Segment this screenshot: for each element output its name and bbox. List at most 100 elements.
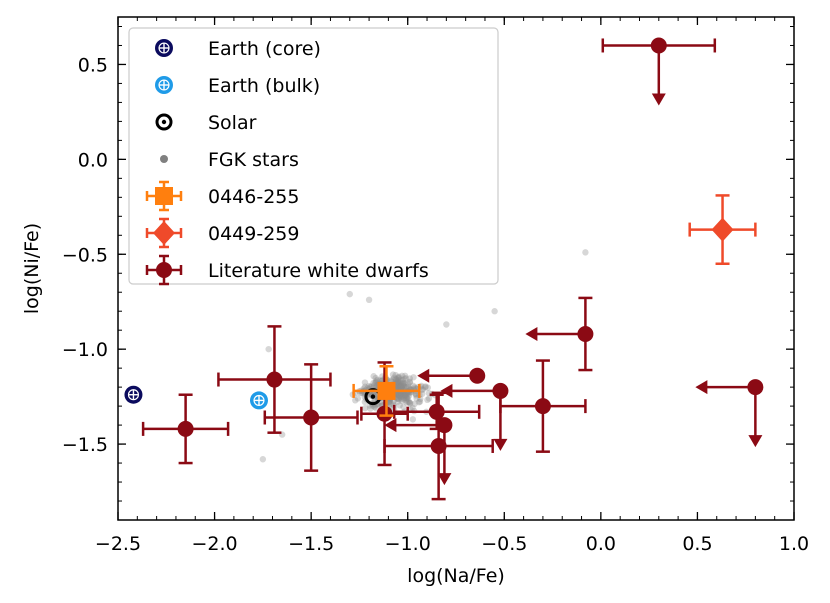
fgk-star-point xyxy=(400,394,407,401)
fgk-star-point xyxy=(395,374,402,381)
fgk-star-point xyxy=(400,396,407,403)
legend-label: FGK stars xyxy=(208,149,299,171)
fgk-star-point xyxy=(372,374,379,382)
fgk-star-point xyxy=(418,390,426,398)
fgk-star-point xyxy=(400,391,407,398)
literature-wd-marker xyxy=(436,417,453,434)
fgk-star-point xyxy=(394,378,401,386)
earth-ring xyxy=(253,394,265,406)
legend-circle xyxy=(156,262,172,278)
fgk-star-point xyxy=(399,381,407,388)
literature-wd-marker xyxy=(430,437,447,454)
legend-item: 0446-255 xyxy=(145,180,299,212)
fgk-star-point xyxy=(397,391,405,398)
y-tick-label: −0.5 xyxy=(62,244,108,266)
fgk-star-point xyxy=(411,400,418,408)
fgk-star-point xyxy=(395,374,402,382)
fgk-star-point xyxy=(582,249,589,256)
solar-ring xyxy=(155,113,173,131)
literature-wd-marker xyxy=(376,405,393,422)
literature-wd-point xyxy=(141,393,230,465)
fgk-star-point xyxy=(396,382,404,390)
x-tick-label: 0.0 xyxy=(586,533,616,555)
legend-label: Earth (bulk) xyxy=(208,75,320,97)
legend: Earth (core) Earth (bulk) Solar FGK stars 04… xyxy=(128,27,499,286)
fgk-star-point xyxy=(402,374,410,382)
arrow-head xyxy=(525,326,538,341)
fgk-star-point xyxy=(391,374,398,381)
literature-wd-marker xyxy=(492,382,509,399)
legend-square xyxy=(155,187,173,205)
arrow-head xyxy=(748,435,763,448)
fgk-star-point xyxy=(404,393,411,400)
literature-wd-point xyxy=(417,367,486,384)
fgk-star-point xyxy=(411,384,418,391)
x-tick-label: −1.0 xyxy=(385,533,431,555)
literature-wd-marker xyxy=(469,367,486,384)
legend-label: 0446-255 xyxy=(208,186,299,208)
fgk-star-point xyxy=(406,375,413,382)
fgk-star-point xyxy=(394,380,402,387)
fgk-star-point xyxy=(394,377,402,385)
fgk-star-point xyxy=(394,381,402,388)
fgk-star-point xyxy=(392,371,399,379)
fgk-star-point xyxy=(397,384,404,392)
arrow-head xyxy=(651,93,666,106)
fgk-star-point xyxy=(404,383,411,391)
fgk-star-point xyxy=(404,395,411,402)
fgk-star-point xyxy=(397,394,404,401)
legend-box xyxy=(128,27,499,285)
fgk-star-point xyxy=(259,456,267,463)
fgk-star-point xyxy=(367,405,374,412)
literature-wd-point xyxy=(383,391,494,501)
fgk-star-point xyxy=(402,397,410,404)
fgk-star-point xyxy=(398,390,405,398)
fgk-star-point xyxy=(443,321,450,328)
fgk-star-point xyxy=(393,381,401,388)
fgk-star-point xyxy=(406,398,413,406)
fgk-star-point xyxy=(394,391,401,398)
x-tick-label: −1.5 xyxy=(288,533,334,555)
fgk-star-point xyxy=(399,379,407,386)
fgk-star-point xyxy=(361,379,369,386)
literature-wd-point xyxy=(601,37,717,106)
fgk-star-point xyxy=(399,382,406,390)
data-marks-layer xyxy=(124,37,764,501)
legend-label: Solar xyxy=(208,112,257,134)
fgk-star-point xyxy=(352,397,359,404)
fgk-star-point xyxy=(491,308,498,315)
x-tick-label: 1.0 xyxy=(779,533,809,555)
fgk-star-point xyxy=(374,376,381,384)
fgk-star-point xyxy=(409,404,416,412)
fgk-star-point xyxy=(398,382,405,389)
fgk-star-point xyxy=(392,375,400,383)
x-axis-title: log(Na/Fe) xyxy=(407,565,505,587)
legend-item: FGK stars xyxy=(160,149,299,171)
literature-wd-marker xyxy=(577,325,594,342)
literature-wd-marker xyxy=(177,420,194,437)
arrow-head xyxy=(493,438,508,451)
fgk-star-point xyxy=(401,372,409,380)
fgk-star-point xyxy=(416,398,424,405)
legend-item: Literature white dwarfs xyxy=(145,254,429,286)
fgk-star-point xyxy=(365,296,373,304)
fgk-star-point xyxy=(415,398,423,406)
y-axis-title: log(Ni/Fe) xyxy=(21,223,43,314)
x-tick-label: −2.0 xyxy=(192,533,238,555)
fgk-star-point xyxy=(402,393,409,400)
fgk-star-point xyxy=(400,383,408,390)
fgk-star-point xyxy=(394,391,402,399)
fgk-star-point xyxy=(398,379,405,387)
legend-item: Earth (bulk) xyxy=(155,75,320,97)
fgk-star-point xyxy=(398,383,405,391)
fgk-star-point xyxy=(405,384,412,391)
earth-ring xyxy=(127,389,140,401)
arrow-head xyxy=(384,418,397,433)
fgk-star-point xyxy=(361,383,369,390)
fgk-star-point xyxy=(406,378,414,385)
literature-wd-marker xyxy=(650,37,667,54)
fgk-star-point xyxy=(265,345,272,353)
arrow-head xyxy=(440,383,453,398)
legend-item: 0449-259 xyxy=(145,217,299,249)
legend-label: 0449-259 xyxy=(208,223,299,245)
